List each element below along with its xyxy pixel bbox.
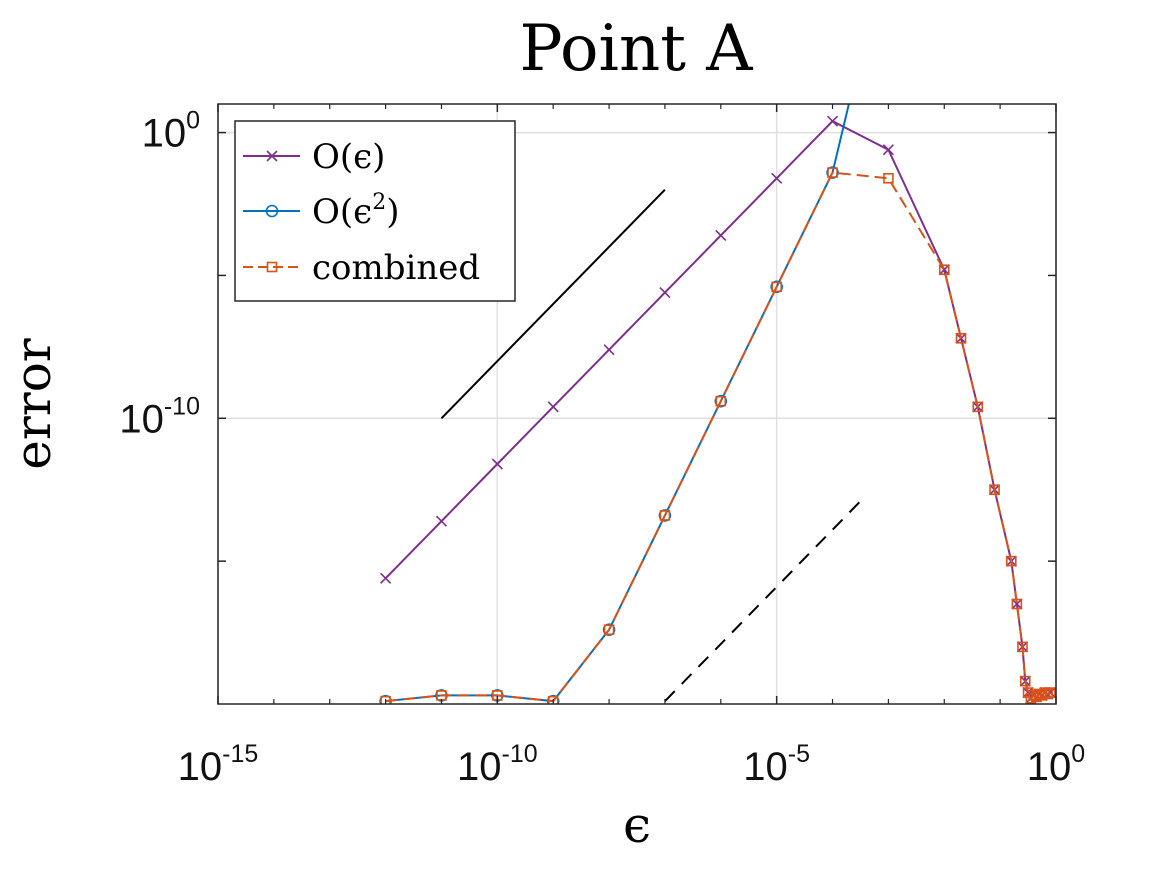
data-point: [1019, 675, 1031, 687]
data-point: [715, 229, 727, 241]
x-marker-stroke: [771, 172, 783, 184]
axis-ticks: [217, 104, 1057, 704]
x-marker-stroke: [1022, 687, 1034, 699]
y-tick-labels: 10-10 100: [119, 107, 200, 442]
x-marker-stroke: [435, 515, 448, 527]
x-tick-label: 10-10: [457, 740, 538, 789]
data-point: [602, 623, 616, 637]
data-point: [714, 394, 728, 408]
data-point: [771, 172, 783, 184]
data-point: [955, 332, 967, 344]
y-tick-label: 10-10: [119, 392, 200, 441]
x-marker-stroke: [491, 458, 503, 470]
y-tick-label: 100: [142, 107, 200, 156]
x-tick-label: 10-5: [743, 740, 810, 789]
x-marker-stroke: [882, 144, 894, 156]
data-point: [882, 144, 894, 156]
legend-label: combined: [312, 248, 480, 288]
x-marker-stroke: [380, 572, 392, 584]
data-point: [1017, 641, 1028, 653]
data-point: [1006, 555, 1017, 567]
x-marker-stroke: [938, 264, 950, 276]
y-axis-label: error: [4, 338, 62, 469]
data-point: [603, 344, 615, 356]
x-tick-labels: 10-15 10-10 10-5 100: [178, 740, 1086, 789]
data-point: [659, 287, 671, 299]
data-point: [1011, 598, 1023, 610]
data-point: [1011, 598, 1023, 610]
data-point: [547, 401, 559, 413]
data-point: [659, 510, 671, 521]
data-point: [715, 395, 727, 407]
data-series: [379, 104, 1056, 704]
data-point: [827, 167, 838, 178]
legend: O(ϵ) O(ϵ2) combined: [234, 120, 516, 302]
x-tick-label: 10-15: [178, 740, 259, 789]
x-marker-stroke: [1011, 598, 1023, 610]
plot-frame: [217, 103, 1057, 705]
legend-label: O(ϵ): [312, 137, 385, 177]
data-point: [491, 458, 503, 470]
data-point: [435, 515, 448, 527]
legend-marker: [266, 150, 278, 162]
slope-1-reference: [440, 189, 666, 419]
data-point: [883, 172, 894, 184]
legend-marker: [265, 204, 279, 218]
x-marker-stroke: [715, 229, 727, 241]
data-point: [771, 281, 782, 293]
data-point: [938, 264, 950, 276]
x-marker-stroke: [547, 401, 559, 413]
x-axis-label: ϵ: [623, 796, 651, 854]
data-point: [1039, 687, 1051, 698]
data-point: [826, 166, 839, 179]
data-point: [826, 115, 839, 127]
x-marker-stroke: [603, 344, 615, 356]
x-marker-stroke: [266, 150, 278, 162]
data-point: [380, 695, 391, 704]
x-tick-label: 100: [1027, 740, 1085, 789]
reference-lines: [440, 189, 862, 702]
x-marker-stroke: [659, 287, 671, 299]
data-point: [658, 509, 672, 522]
chart-title: Point A: [520, 12, 754, 86]
data-point: [938, 264, 950, 276]
data-point: [972, 401, 984, 413]
data-point: [380, 572, 392, 584]
data-point: [1045, 687, 1056, 698]
data-point: [770, 280, 783, 294]
legend-label: O(ϵ2): [312, 190, 399, 232]
data-point: [603, 624, 615, 636]
series-2: [380, 167, 1056, 704]
x-marker-stroke: [826, 115, 839, 127]
legend-marker: [266, 261, 278, 273]
data-point: [1042, 688, 1053, 700]
data-point: [547, 695, 559, 704]
data-point: [989, 484, 1000, 496]
